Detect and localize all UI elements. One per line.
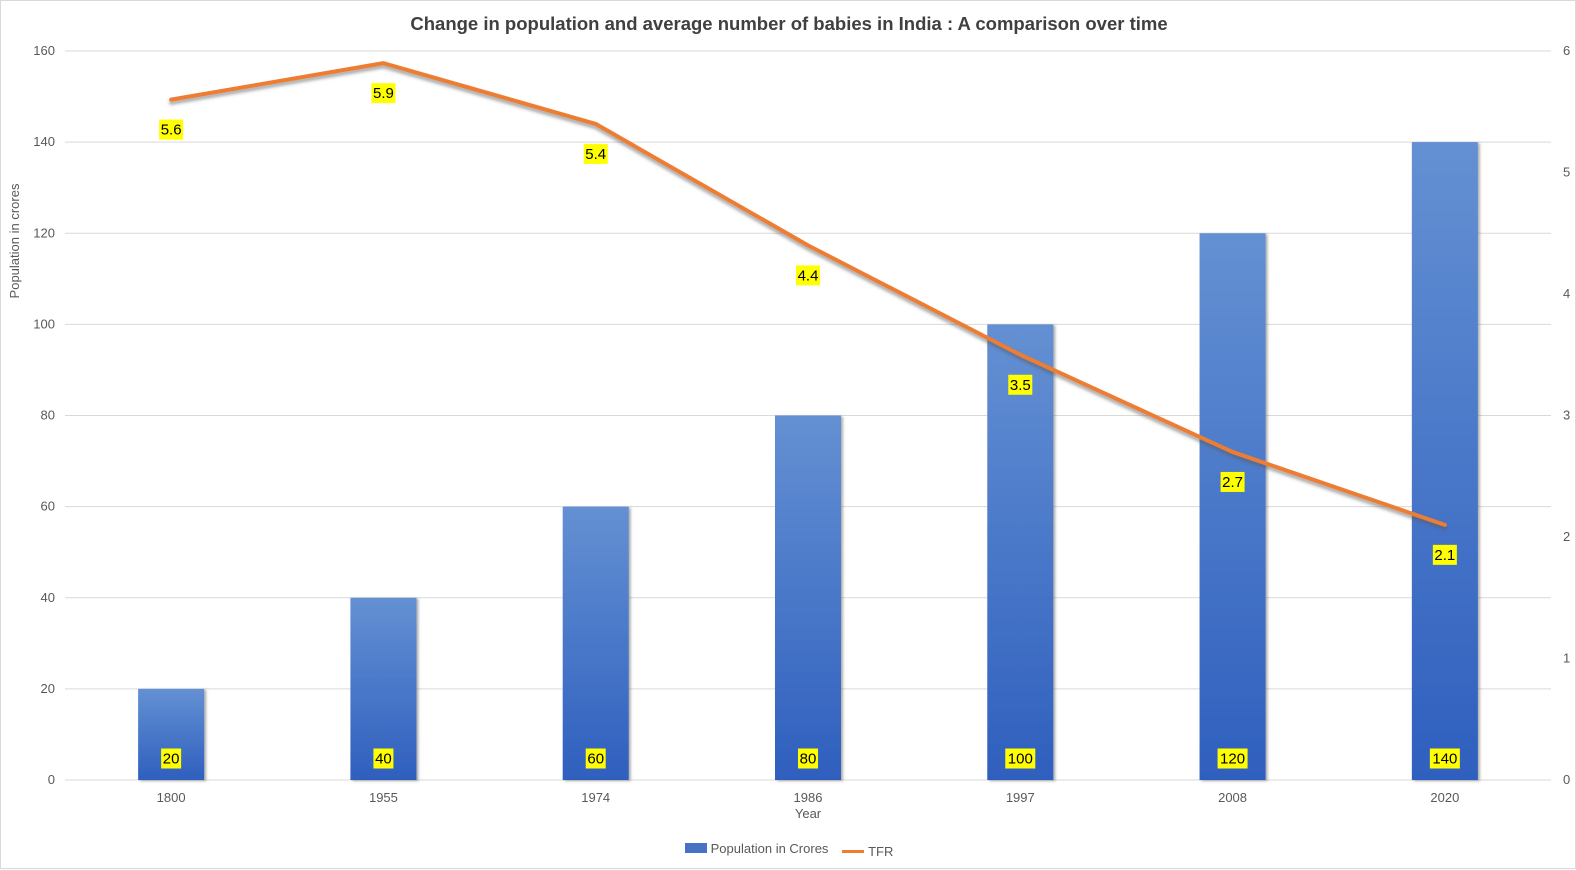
svg-text:0: 0: [48, 772, 55, 787]
svg-text:1800: 1800: [157, 790, 186, 805]
svg-text:4.4: 4.4: [798, 267, 819, 284]
svg-text:20: 20: [163, 751, 180, 768]
svg-text:100: 100: [33, 316, 55, 331]
svg-text:40: 40: [375, 751, 392, 768]
svg-text:140: 140: [33, 134, 55, 149]
svg-text:60: 60: [41, 499, 55, 514]
svg-text:60: 60: [587, 751, 604, 768]
svg-text:2008: 2008: [1218, 790, 1247, 805]
svg-text:5.9: 5.9: [373, 85, 394, 102]
svg-text:4: 4: [1563, 286, 1570, 301]
svg-text:3.5: 3.5: [1010, 377, 1031, 394]
svg-text:80: 80: [800, 751, 817, 768]
svg-text:5.6: 5.6: [161, 122, 182, 139]
svg-text:2.1: 2.1: [1434, 547, 1455, 564]
svg-text:2: 2: [1563, 529, 1570, 544]
svg-text:1955: 1955: [369, 790, 398, 805]
svg-text:6: 6: [1563, 43, 1570, 58]
svg-text:1974: 1974: [581, 790, 610, 805]
svg-text:80: 80: [41, 408, 55, 423]
svg-text:2020: 2020: [1430, 790, 1459, 805]
svg-text:2.7: 2.7: [1222, 474, 1243, 491]
svg-text:120: 120: [33, 225, 55, 240]
svg-text:1: 1: [1563, 651, 1570, 666]
svg-text:3: 3: [1563, 408, 1570, 423]
svg-text:1997: 1997: [1006, 790, 1035, 805]
svg-text:5: 5: [1563, 165, 1570, 180]
svg-text:140: 140: [1432, 751, 1457, 768]
svg-text:160: 160: [33, 43, 55, 58]
svg-text:5.4: 5.4: [585, 146, 606, 163]
svg-text:0: 0: [1563, 772, 1570, 787]
svg-text:100: 100: [1008, 751, 1033, 768]
svg-text:120: 120: [1220, 751, 1245, 768]
svg-text:1986: 1986: [794, 790, 823, 805]
svg-text:20: 20: [41, 681, 55, 696]
svg-text:40: 40: [41, 590, 55, 605]
